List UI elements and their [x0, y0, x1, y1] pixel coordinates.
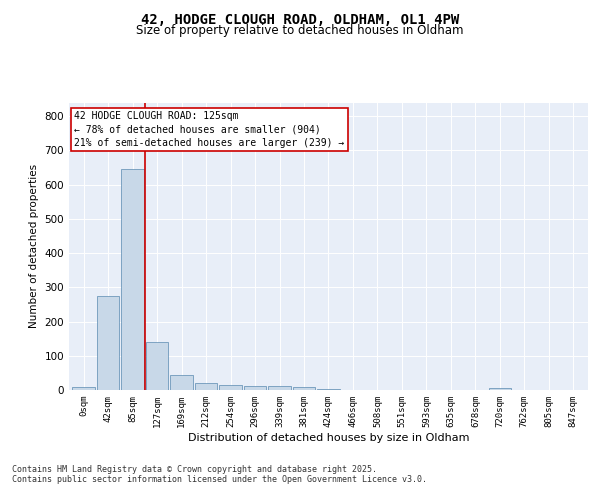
Text: Contains HM Land Registry data © Crown copyright and database right 2025.: Contains HM Land Registry data © Crown c… [12, 466, 377, 474]
Bar [121, 169, 144, 390]
Bar [73, 388, 95, 390]
X-axis label: Distribution of detached houses by size in Oldham: Distribution of detached houses by size … [188, 432, 469, 442]
Bar [97, 296, 119, 390]
Bar [220, 385, 242, 390]
Text: 42, HODGE CLOUGH ROAD, OLDHAM, OL1 4PW: 42, HODGE CLOUGH ROAD, OLDHAM, OL1 4PW [141, 12, 459, 26]
Text: Size of property relative to detached houses in Oldham: Size of property relative to detached ho… [136, 24, 464, 37]
Bar [170, 374, 193, 390]
Text: 42 HODGE CLOUGH ROAD: 125sqm
← 78% of detached houses are smaller (904)
21% of s: 42 HODGE CLOUGH ROAD: 125sqm ← 78% of de… [74, 111, 344, 148]
Bar [268, 386, 291, 390]
Bar [488, 388, 511, 390]
Bar [195, 383, 217, 390]
Bar [244, 386, 266, 390]
Bar [146, 342, 169, 390]
Text: Contains public sector information licensed under the Open Government Licence v3: Contains public sector information licen… [12, 476, 427, 484]
Bar [293, 388, 315, 390]
Y-axis label: Number of detached properties: Number of detached properties [29, 164, 39, 328]
